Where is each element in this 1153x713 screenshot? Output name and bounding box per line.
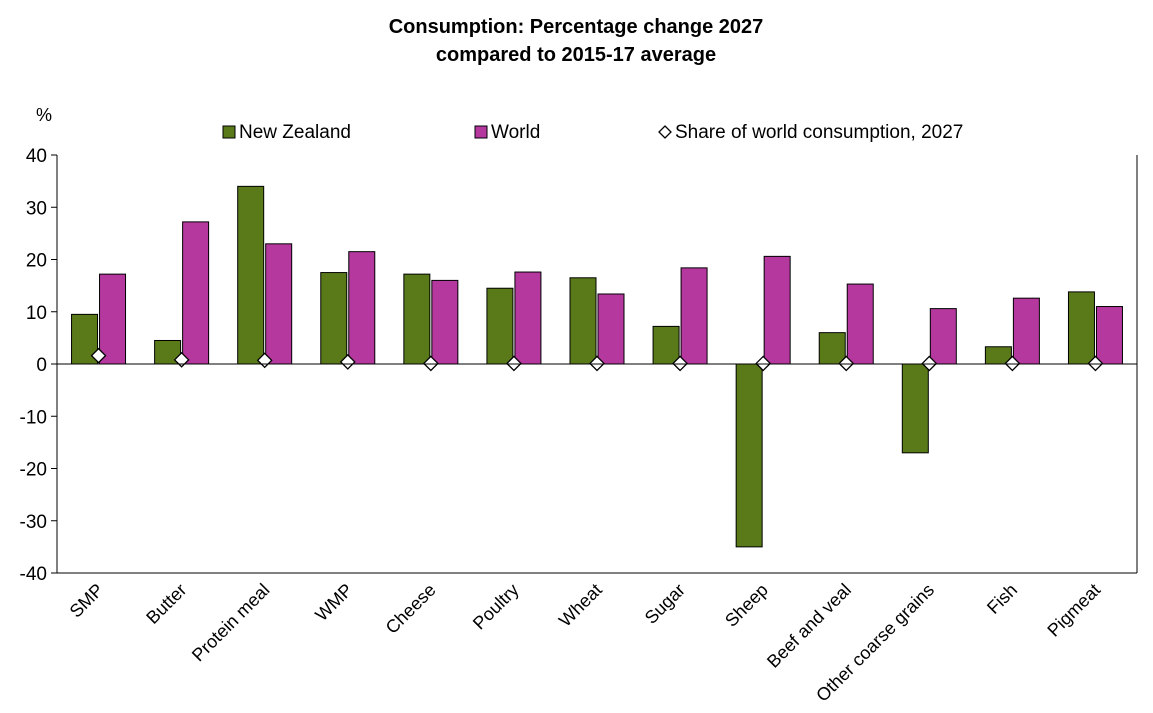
share-marker-point [506,355,522,372]
legend-swatch-new-zealand [222,125,236,139]
x-category-label: Pigmeat [1043,580,1104,641]
bar-world [597,293,625,365]
legend-swatch-world [474,125,488,139]
y-tick-label: -30 [20,512,47,533]
bar-world [929,308,957,365]
bar-new-zealand [735,363,763,548]
share-markers [90,347,1104,372]
x-category-label: Poultry [469,580,523,634]
share-marker-point [921,355,938,372]
legend-diamond-marker-icon [658,125,672,139]
bar-new-zealand [1067,291,1095,365]
bar-world [348,251,376,365]
bar-new-zealand [569,277,597,365]
legend-label-share: Share of world consumption, 2027 [675,122,963,143]
bar-new-zealand [652,325,680,365]
bar-world [514,271,542,365]
share-marker-point [838,355,855,372]
y-tick-label: -20 [20,460,47,481]
bar-world [846,283,874,365]
y-tick-label: 10 [26,303,47,324]
share-marker-point [672,355,688,372]
x-category-label: Sheep [721,580,772,631]
y-tick-label: 0 [36,355,47,376]
x-category-label: Sugar [641,580,689,628]
bar-world [1012,297,1040,365]
bar-new-zealand [403,273,431,365]
bar-world [99,273,127,365]
bar-new-zealand [818,332,846,365]
x-category-label: Wheat [555,580,606,631]
bar-world [265,243,293,365]
x-category-label: SMP [66,580,108,622]
x-category-label: Cheese [382,580,440,638]
bar-world [680,267,708,365]
bar-new-zealand [486,287,514,365]
share-marker-point [755,355,772,372]
y-tick-label: 40 [26,146,47,167]
x-category-label: Protein meal [188,580,274,666]
x-category-label: WMP [311,580,356,625]
bars [71,185,1123,548]
y-axis: 40 30 20 10 0 -10 -20 -30 -40 [20,146,1138,585]
y-tick-label: 20 [26,251,47,272]
chart-title: Consumption: Percentage change 2027 [389,16,764,38]
share-marker-point [339,353,356,370]
bar-world [1095,306,1123,365]
x-category-label: Beef and veal [763,580,855,672]
share-marker-point [422,355,439,372]
x-category-label: Fish [983,580,1021,618]
y-axis-unit-label: % [36,105,52,125]
legend-label-new-zealand: New Zealand [239,122,351,143]
x-category-label: Butter [142,580,190,628]
bar-world [182,221,210,365]
y-tick-label: -40 [20,564,47,585]
legend: New Zealand World Share of world consump… [222,122,963,143]
bar-new-zealand [901,363,929,454]
legend-label-world: World [491,122,540,143]
y-tick-label: 30 [26,198,47,219]
bar-new-zealand [320,272,348,365]
chart-subtitle: compared to 2015-17 average [436,44,716,66]
share-marker-point [173,351,190,368]
bar-new-zealand [237,185,265,365]
bar-world [431,279,459,365]
share-marker-point [589,355,605,372]
share-marker-point [1087,355,1104,372]
bar-world [763,255,791,365]
share-marker-point [90,347,107,364]
y-tick-label: -10 [20,407,47,428]
share-marker-point [1004,355,1021,372]
